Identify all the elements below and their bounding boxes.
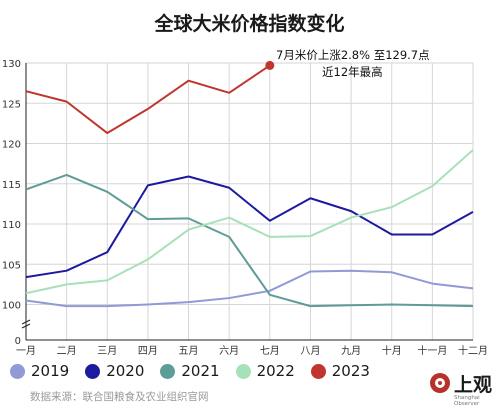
series-line-2019	[25, 269, 474, 308]
chart-title: 全球大米价格指数变化	[154, 13, 345, 35]
legend-label: 2023	[331, 362, 370, 380]
x-tick-label: 二月	[57, 345, 77, 357]
x-tick-label: 三月	[97, 345, 117, 357]
x-tick-label: 十二月	[458, 344, 488, 357]
legend-swatch	[85, 363, 101, 379]
series-lines	[25, 64, 474, 308]
x-tick-label: 七月	[260, 345, 280, 357]
logo-icon	[430, 373, 450, 393]
rice-price-chart: 0 100 105 110 115 120 125 130 一月 二月 三月 四月 五月 六月 七月 八月 九月…	[2, 48, 488, 357]
legend: 2019 2020 2021 2022 2023	[10, 362, 370, 380]
logo-text: 上观	[454, 374, 493, 396]
logo-subtext: Shanghai Observer	[454, 395, 480, 407]
y-tick-label: 0	[15, 336, 21, 347]
legend-swatch	[310, 363, 326, 379]
legend-item-2019: 2019	[10, 362, 69, 380]
y-tick-label: 100	[2, 301, 21, 312]
legend-swatch	[235, 363, 251, 379]
x-tick-label: 十一月	[417, 344, 447, 357]
series-line-2021	[25, 173, 474, 308]
y-tick-label: 120	[2, 140, 21, 151]
x-tick-label: 十月	[382, 344, 402, 357]
y-tick-label: 125	[2, 99, 21, 110]
legend-item-2023: 2023	[310, 362, 370, 380]
gridlines	[25, 62, 474, 340]
series-line-2023	[25, 64, 271, 135]
annotation-line2: 近12年最高	[322, 65, 383, 79]
legend-swatch	[10, 363, 25, 379]
y-tick-label: 115	[2, 180, 21, 191]
x-tick-label: 六月	[219, 345, 239, 357]
y-tick-label: 105	[2, 260, 21, 271]
series-line-2020	[25, 175, 474, 279]
x-tick-label: 九月	[341, 345, 361, 357]
legend-label: 2020	[106, 362, 145, 380]
x-tick-label: 五月	[179, 345, 199, 357]
legend-label: 2022	[256, 362, 295, 380]
axis-break-mark	[21, 319, 31, 329]
annotation-line1: 7月米价上涨2.8% 至129.7点	[276, 48, 430, 62]
logo: 上观 Shanghai Observer	[427, 370, 497, 410]
tick-labels: 0 100 105 110 115 120 125 130 一月 二月 三月 四月 五月 六月 七月 八月 九月…	[2, 59, 488, 357]
y-tick-label: 130	[2, 59, 21, 70]
legend-label: 2021	[181, 362, 220, 380]
legend-swatch	[160, 363, 176, 379]
legend-item-2021: 2021	[160, 362, 220, 380]
series-line-2022	[25, 149, 474, 295]
highlight-point	[265, 60, 275, 70]
legend-item-2020: 2020	[85, 362, 144, 380]
x-tick-label: 八月	[300, 345, 320, 357]
y-tick-label: 110	[2, 220, 21, 231]
legend-label: 2019	[31, 362, 70, 380]
x-tick-label: 一月	[16, 345, 36, 357]
x-tick-label: 四月	[138, 345, 158, 357]
axes	[21, 63, 473, 341]
legend-item-2022: 2022	[235, 362, 295, 380]
source-note: 数据来源：联合国粮食及农业组织官网	[30, 391, 209, 403]
